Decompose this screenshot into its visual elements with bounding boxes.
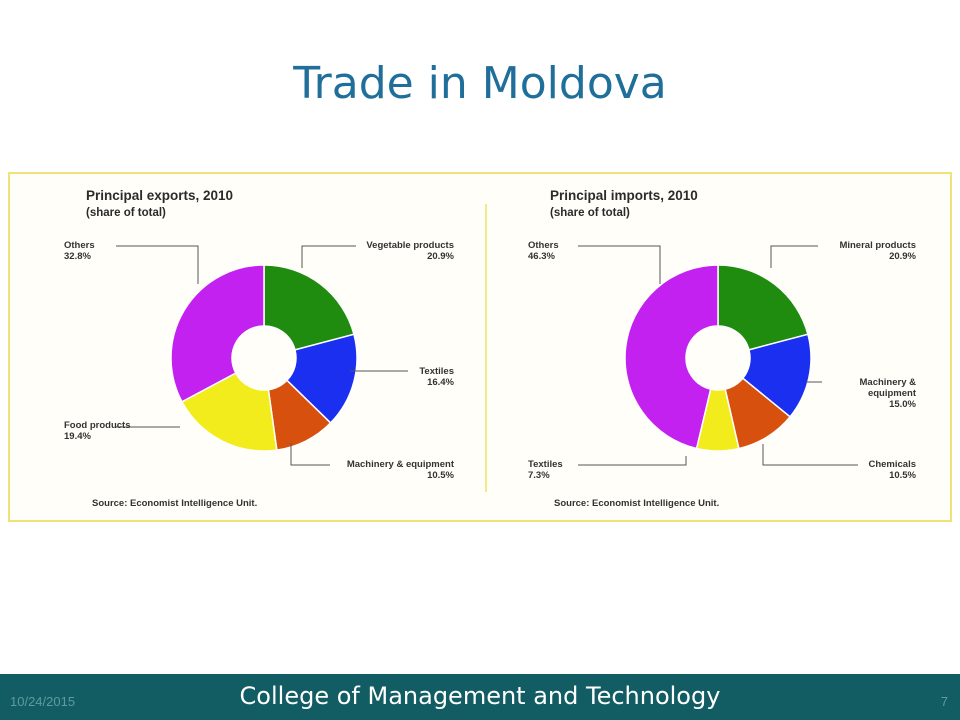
- slide-title: Trade in Moldova: [293, 58, 667, 109]
- leader-line-chemicals: [762, 444, 858, 466]
- leader-line-others: [578, 245, 661, 284]
- slice-label-others: Others: [528, 240, 559, 251]
- slice-value-textiles: 7.3%: [528, 470, 550, 481]
- leader-line-machinery-and-equipment: [290, 443, 330, 466]
- slice-value-textiles: 16.4%: [427, 377, 454, 388]
- slice-value-others: 32.8%: [64, 251, 91, 262]
- chart-title: Principal imports, 2010: [550, 188, 698, 203]
- slice-label-food-products: Food products: [64, 420, 131, 431]
- chart-subtitle: (share of total): [86, 207, 166, 219]
- leader-line-vegetable-products: [301, 245, 356, 268]
- slice-label-others: Others: [64, 240, 95, 251]
- slice-food-products: [180, 372, 278, 452]
- leader-line-others: [116, 245, 199, 284]
- footer-date: 10/24/2015: [10, 694, 76, 709]
- chart-divider: [485, 204, 487, 492]
- slice-value-chemicals: 10.5%: [889, 470, 916, 481]
- page-number: 7: [940, 694, 948, 709]
- slice-mineral-products: [717, 264, 809, 351]
- exports-donut-chart: Principal exports, 2010 (share of total) V…: [64, 188, 455, 509]
- slice-others: [170, 264, 265, 403]
- footer-bar: 10/24/2015 College of Management and Tec…: [0, 674, 960, 720]
- imports-donut-chart: Principal imports, 2010 (share of total) M…: [528, 188, 917, 509]
- leader-line-textiles: [578, 456, 687, 466]
- slice-value-machinery-and-equipment: 10.5%: [427, 470, 454, 481]
- slice-label-mineral-products: Mineral products: [839, 240, 916, 251]
- slice-value-machinery-and-equipment: 15.0%: [889, 399, 916, 410]
- chart-subtitle: (share of total): [550, 207, 630, 219]
- chart-source: Source: Economist Intelligence Unit.: [92, 498, 257, 509]
- slice-others: [624, 264, 719, 450]
- chart-title: Principal exports, 2010: [86, 188, 233, 203]
- slice-value-food-products: 19.4%: [64, 431, 91, 442]
- slice-value-vegetable-products: 20.9%: [427, 251, 454, 262]
- charts-figure: Principal exports, 2010 (share of total) V…: [8, 172, 952, 522]
- slice-label-machinery-and-equipment: Machinery & equipment: [347, 459, 455, 470]
- slice-label-textiles: Textiles: [419, 366, 454, 377]
- slice-label-vegetable-products: Vegetable products: [366, 240, 454, 251]
- slice-value-mineral-products: 20.9%: [889, 251, 916, 262]
- slice-vegetable-products: [263, 264, 355, 351]
- leader-line-mineral-products: [770, 245, 818, 268]
- slice-label-machinery-and-equipment: Machinery & equipment: [860, 377, 917, 399]
- footer-organization: College of Management and Technology: [239, 682, 721, 710]
- chart-source: Source: Economist Intelligence Unit.: [554, 498, 719, 509]
- slice-label-chemicals: Chemicals: [868, 459, 916, 470]
- slice-textiles: [285, 333, 358, 424]
- slice-value-others: 46.3%: [528, 251, 555, 262]
- slice-label-textiles: Textiles: [528, 459, 563, 470]
